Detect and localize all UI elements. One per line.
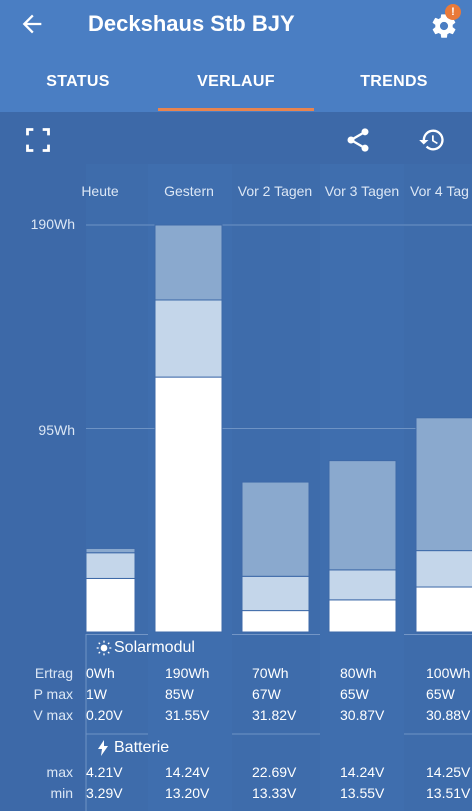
row-label: max [46,764,73,780]
bar-segment[interactable] [85,552,136,579]
sun-icon [96,640,112,656]
category-label: Vor 4 Tag [410,183,469,199]
table-cell: 13.51V [426,785,471,801]
bar-segment[interactable] [241,481,310,577]
fullscreen-icon[interactable] [24,126,52,154]
section-battery: Batterie [114,739,170,756]
bar-segment[interactable] [328,569,397,601]
back-arrow-icon[interactable] [18,10,46,38]
table-cell: 14.24V [340,764,385,780]
table-cell: 14.25V [426,764,471,780]
bar-segment[interactable] [154,299,223,378]
app-bar [0,0,472,112]
table-cell: 65W [340,686,369,702]
lightning-icon [98,740,108,756]
table-cell: 14.24V [165,764,210,780]
y-tick-label: 95Wh [38,422,75,438]
table-cell: 80Wh [340,665,377,681]
bar-segment[interactable] [328,599,397,633]
table-cell: 0Wh [86,665,115,681]
bar-segment[interactable] [415,417,472,552]
tab-status[interactable]: STATUS [46,73,110,90]
table-cell: 85W [165,686,194,702]
table-cell: 4.21V [86,764,123,780]
row-label: Ertrag [34,665,73,681]
tab-trends[interactable]: TRENDS [360,73,428,90]
bar-segment[interactable] [85,577,136,633]
table-cell: 30.87V [340,707,385,723]
table-cell: 190Wh [165,665,210,681]
active-tab-indicator [158,108,314,111]
gear-icon[interactable] [430,12,458,40]
category-label: Vor 2 Tagen [237,183,313,199]
table-cell: 13.20V [165,785,210,801]
table-cell: 31.55V [165,707,210,723]
bar-segment[interactable] [241,610,310,633]
bar-segment[interactable] [241,575,310,612]
row-label: V max [33,707,73,723]
category-label: Heute [81,183,119,199]
section-solar: Solarmodul [114,639,195,656]
bar-segment[interactable] [415,550,472,588]
history-table: Solarmodul Ertrag P max V max 0Wh 190Wh … [0,634,472,811]
bar-segment[interactable] [154,224,223,301]
table-cell: 100Wh [426,665,471,681]
table-cell: 65W [426,686,455,702]
page-title: Deckshaus Stb BJY [88,11,295,36]
bar-segment[interactable] [328,460,397,571]
y-tick-label: 190Wh [30,216,75,232]
table-cell: 3.29V [86,785,123,801]
table-cell: 70Wh [252,665,289,681]
category-label: Gestern [164,183,214,199]
tab-verlauf[interactable]: VERLAUF [197,73,275,90]
table-cell: 1W [86,686,107,702]
share-icon[interactable] [344,126,372,154]
table-cell: 0.20V [86,707,123,723]
bar-segment[interactable] [154,376,223,633]
notification-badge: ! [445,4,461,20]
table-cell: 13.55V [340,785,385,801]
bar-segment[interactable] [85,547,136,554]
row-label: min [50,785,73,801]
table-cell: 67W [252,686,281,702]
table-cell: 30.88V [426,707,471,723]
category-label: Vor 3 Tagen [324,183,400,199]
table-cell: 13.33V [252,785,297,801]
chart-svg [85,164,472,634]
row-label: P max [33,686,73,702]
bar-segment[interactable] [415,586,472,633]
history-icon[interactable] [418,126,446,154]
history-chart: 190Wh 95Wh [0,164,472,634]
table-cell: 31.82V [252,707,297,723]
table-cell: 22.69V [252,764,297,780]
